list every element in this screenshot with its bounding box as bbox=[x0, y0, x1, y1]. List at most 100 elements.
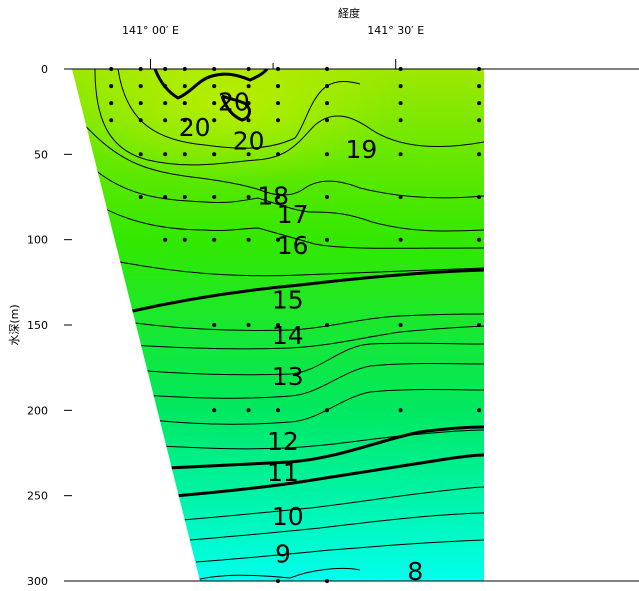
station-point bbox=[182, 195, 187, 199]
station-point bbox=[398, 101, 403, 106]
station-point bbox=[182, 84, 187, 89]
contour-label: 17 bbox=[277, 200, 309, 229]
station-point bbox=[138, 152, 143, 157]
axes bbox=[66, 68, 639, 582]
station-point bbox=[182, 67, 187, 71]
station-point bbox=[325, 152, 329, 157]
station-point bbox=[212, 101, 217, 106]
station-point bbox=[182, 237, 187, 242]
contour-line-19 bbox=[94, 69, 484, 166]
contour-line-11 bbox=[167, 425, 484, 470]
x-tick-label: 141° 00′ E bbox=[122, 24, 179, 37]
station-point bbox=[276, 408, 280, 413]
contour-line-10 bbox=[174, 453, 484, 498]
station-point bbox=[325, 101, 329, 106]
station-point bbox=[477, 237, 482, 242]
y-tick-label: 250 bbox=[27, 490, 48, 503]
contour-lines bbox=[79, 69, 484, 581]
station-point bbox=[109, 118, 114, 123]
station-point bbox=[163, 118, 168, 123]
contour-label: 14 bbox=[272, 321, 304, 350]
contour-label: 20 bbox=[233, 127, 265, 156]
contour-line-13-lower bbox=[141, 363, 484, 399]
station-point bbox=[138, 195, 143, 199]
station-point bbox=[398, 237, 403, 242]
station-point bbox=[212, 323, 217, 327]
station-point bbox=[477, 195, 482, 199]
contour-line-15 bbox=[127, 268, 484, 314]
station-point bbox=[212, 84, 217, 89]
y-tick-label: 300 bbox=[27, 575, 48, 588]
station-point bbox=[477, 101, 482, 106]
station-point bbox=[138, 84, 143, 89]
station-points bbox=[109, 67, 482, 583]
contour-label: 15 bbox=[272, 285, 304, 314]
contour-line-16 bbox=[89, 199, 484, 249]
contour-label: 8 bbox=[407, 557, 423, 586]
station-point bbox=[246, 118, 251, 123]
station-point bbox=[212, 195, 217, 199]
station-point bbox=[109, 67, 114, 71]
station-point bbox=[398, 323, 403, 327]
contour-line-12-lower bbox=[159, 429, 484, 450]
contour-label: 13 bbox=[272, 362, 304, 391]
station-point bbox=[212, 408, 217, 413]
station-point bbox=[182, 152, 187, 157]
y-axis-title: 水深(m) bbox=[8, 304, 21, 345]
x-axis-title: 経度 bbox=[338, 6, 360, 20]
station-point bbox=[109, 84, 114, 89]
station-point bbox=[398, 152, 403, 157]
station-point bbox=[276, 101, 280, 106]
contour-label: 18 bbox=[257, 181, 289, 210]
station-point bbox=[276, 323, 280, 327]
contour-line-20-loop bbox=[220, 94, 251, 122]
station-point bbox=[246, 67, 251, 71]
contour-line-14 bbox=[127, 313, 484, 332]
station-point bbox=[246, 408, 251, 413]
station-point bbox=[398, 408, 403, 413]
station-point bbox=[246, 101, 251, 106]
y-tick-label: 100 bbox=[27, 234, 48, 247]
station-point bbox=[246, 84, 251, 89]
station-point bbox=[398, 118, 403, 123]
contour-line-14-lower bbox=[129, 325, 484, 350]
contour-label: 11 bbox=[267, 458, 299, 487]
station-point bbox=[325, 195, 329, 199]
station-point bbox=[163, 67, 168, 71]
station-point bbox=[138, 118, 143, 123]
station-point bbox=[325, 323, 329, 327]
station-point bbox=[163, 101, 168, 106]
y-tick-label: 150 bbox=[27, 319, 48, 332]
station-point bbox=[246, 195, 251, 199]
station-point bbox=[398, 67, 403, 71]
station-point bbox=[276, 67, 280, 71]
station-point bbox=[246, 152, 251, 157]
station-point bbox=[325, 579, 329, 583]
station-point bbox=[163, 195, 168, 199]
station-point bbox=[477, 152, 482, 157]
contour-label: 19 bbox=[345, 135, 377, 164]
station-point bbox=[398, 84, 403, 89]
contour-line-17 bbox=[83, 159, 484, 232]
y-ticks: 0 50 100 150 200 250 300 bbox=[27, 63, 72, 588]
station-point bbox=[325, 237, 329, 242]
station-point bbox=[212, 118, 217, 123]
contour-label: 20 bbox=[218, 87, 250, 116]
contour-label: 10 bbox=[272, 502, 304, 531]
y-tick-label: 50 bbox=[34, 148, 48, 161]
station-point bbox=[212, 67, 217, 71]
station-point bbox=[477, 408, 482, 413]
contour-line-15-upper bbox=[109, 259, 484, 277]
station-point bbox=[477, 67, 482, 71]
station-point bbox=[477, 118, 482, 123]
contour-label: 16 bbox=[277, 231, 309, 260]
y-tick-label: 0 bbox=[41, 63, 48, 76]
contour-line-8 bbox=[189, 512, 484, 541]
station-point bbox=[325, 84, 329, 89]
x-tick-label: 141° 30′ E bbox=[367, 24, 424, 37]
station-point bbox=[325, 118, 329, 123]
station-point bbox=[138, 67, 143, 71]
contour-line-8-lower bbox=[195, 539, 484, 563]
